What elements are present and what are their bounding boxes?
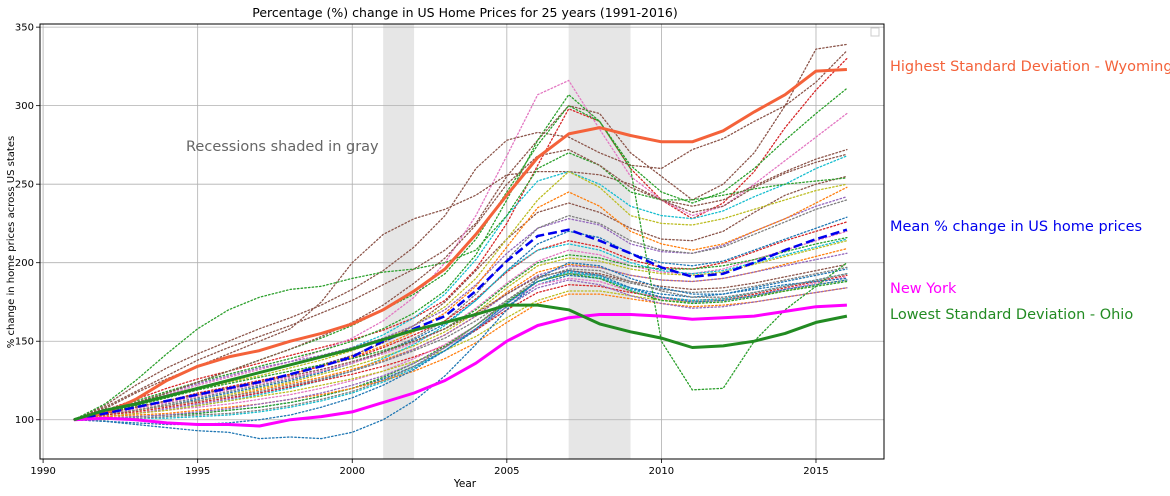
state-line xyxy=(73,43,848,421)
state-line xyxy=(73,221,848,421)
state-line xyxy=(73,170,848,421)
x-tick-label: 1990 xyxy=(30,466,55,477)
legend-box xyxy=(870,27,880,37)
plot-frame xyxy=(39,23,885,460)
label-mean: Mean % change in US home prices xyxy=(890,219,1142,235)
y-tick-label: 150 xyxy=(15,337,34,348)
highlight-lines xyxy=(73,68,848,428)
state-line xyxy=(73,199,848,421)
recession-band xyxy=(383,24,415,459)
x-tick-label: 1995 xyxy=(185,466,210,477)
y-axis-ticks: 100 150 200 250 300 350 xyxy=(15,23,40,426)
state-line xyxy=(73,196,848,421)
state-line xyxy=(73,252,848,421)
label-new-york: New York xyxy=(890,281,957,297)
state-line xyxy=(73,148,848,421)
y-tick-label: 250 xyxy=(15,180,34,191)
x-axis-ticks: 1990 1995 2000 2005 2010 2015 xyxy=(30,459,829,477)
state-line xyxy=(73,279,848,421)
series-line xyxy=(73,303,848,422)
chart-title: Percentage (%) change in US Home Prices … xyxy=(252,5,677,20)
y-axis-label: % change in home prices across US states xyxy=(6,136,17,348)
state-line xyxy=(73,273,848,421)
label-wyoming: Highest Standard Deviation - Wyoming xyxy=(890,59,1170,75)
state-line xyxy=(73,50,848,421)
series-line xyxy=(73,68,847,422)
state-line xyxy=(73,262,848,440)
label-ohio: Lowest Standard Deviation - Ohio xyxy=(890,307,1133,323)
x-tick-label: 2000 xyxy=(340,466,365,477)
series-line xyxy=(73,303,847,428)
x-axis-label: Year xyxy=(453,478,477,490)
recession-annotation: Recessions shaded in gray xyxy=(186,139,379,155)
state-line xyxy=(73,57,848,421)
x-tick-label: 2010 xyxy=(649,466,674,477)
series-line xyxy=(73,228,848,421)
y-tick-label: 350 xyxy=(15,23,34,34)
gridlines xyxy=(40,24,884,459)
y-tick-label: 300 xyxy=(15,101,34,112)
y-tick-label: 100 xyxy=(15,415,34,426)
x-tick-label: 2015 xyxy=(803,466,828,477)
y-tick-label: 200 xyxy=(15,258,34,269)
state-line xyxy=(73,266,848,421)
state-line xyxy=(73,287,848,421)
x-tick-label: 2005 xyxy=(494,466,519,477)
state-line xyxy=(73,268,848,421)
